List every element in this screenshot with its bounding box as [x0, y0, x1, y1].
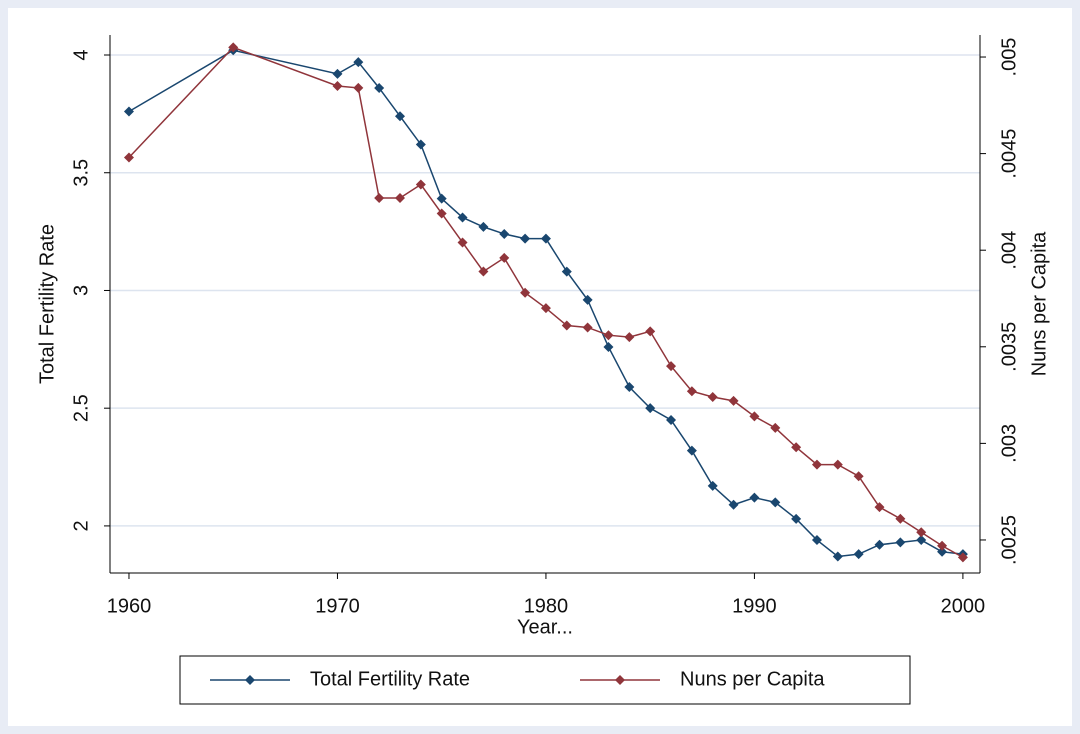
legend-label: Total Fertility Rate	[310, 668, 470, 690]
point	[791, 513, 802, 524]
point	[540, 233, 551, 244]
point	[332, 68, 343, 79]
point	[895, 513, 906, 524]
point	[686, 386, 697, 397]
y2-tick-label: .0045	[998, 129, 1020, 179]
point	[937, 546, 948, 557]
point	[415, 139, 426, 150]
point	[395, 193, 405, 204]
point	[707, 480, 718, 491]
point	[374, 82, 385, 93]
point	[582, 294, 593, 305]
point	[749, 492, 760, 503]
x-tick-label: 1970	[315, 595, 360, 617]
point	[645, 403, 656, 414]
point	[499, 252, 510, 263]
y2-axis-title: Nuns per Capita	[1028, 231, 1050, 376]
y2-tick-label: .003	[998, 424, 1020, 463]
point	[478, 266, 489, 277]
point	[415, 179, 426, 190]
point	[916, 535, 927, 546]
point	[666, 414, 677, 425]
legend	[179, 655, 911, 705]
y2-tick-label: .0035	[998, 322, 1020, 372]
x-axis-title: Year...	[517, 616, 573, 638]
point	[603, 341, 614, 352]
point	[853, 471, 864, 482]
point	[520, 287, 531, 298]
point	[624, 381, 635, 392]
point	[520, 233, 531, 244]
x-tick-label: 1980	[524, 595, 569, 617]
point	[228, 42, 239, 53]
point	[686, 445, 697, 456]
point	[123, 152, 134, 163]
y2-tick-label: .005	[998, 38, 1020, 77]
point	[874, 539, 885, 550]
y-tick-label: 2	[70, 520, 92, 531]
point	[937, 540, 948, 551]
point	[957, 552, 968, 563]
point	[353, 57, 364, 68]
point	[457, 237, 468, 248]
x-tick-label: 2000	[941, 595, 986, 617]
y-axis-title: Total Fertility Rate	[36, 224, 58, 384]
point	[436, 208, 447, 219]
x-tick-label: 1990	[732, 595, 777, 617]
plot-region	[110, 35, 980, 573]
point	[874, 502, 885, 513]
y-tick-label: 4	[70, 49, 92, 60]
point	[624, 332, 635, 343]
y-tick-label: 3	[70, 285, 92, 296]
point	[728, 499, 739, 510]
point	[832, 459, 843, 470]
point	[540, 303, 551, 314]
point	[791, 442, 802, 453]
point	[666, 361, 677, 372]
point	[123, 106, 134, 117]
point	[916, 527, 927, 538]
y2-tick-label: .004	[998, 231, 1020, 270]
legend-marker	[245, 675, 255, 685]
legend-label: Nuns per Capita	[680, 668, 825, 690]
y-tick-label: 2.5	[70, 394, 92, 422]
point	[811, 459, 822, 470]
point	[728, 395, 739, 406]
point	[749, 411, 760, 422]
point	[895, 537, 906, 548]
point	[770, 497, 781, 508]
y-tick-label: 3.5	[70, 159, 92, 187]
point	[832, 551, 843, 562]
point	[561, 266, 572, 277]
point	[853, 549, 864, 560]
point	[395, 111, 405, 122]
legend-marker	[615, 675, 625, 685]
point	[707, 392, 718, 403]
point	[499, 228, 510, 239]
point	[645, 326, 656, 337]
point	[770, 422, 781, 433]
point	[603, 330, 614, 341]
point	[374, 193, 385, 204]
point	[457, 212, 468, 223]
point	[436, 193, 447, 204]
point	[332, 80, 343, 91]
x-tick-label: 1960	[107, 595, 152, 617]
point	[582, 322, 593, 333]
point	[561, 320, 572, 331]
point	[811, 535, 822, 546]
y2-tick-label: .0025	[998, 515, 1020, 565]
point	[478, 221, 489, 232]
point	[353, 82, 364, 93]
